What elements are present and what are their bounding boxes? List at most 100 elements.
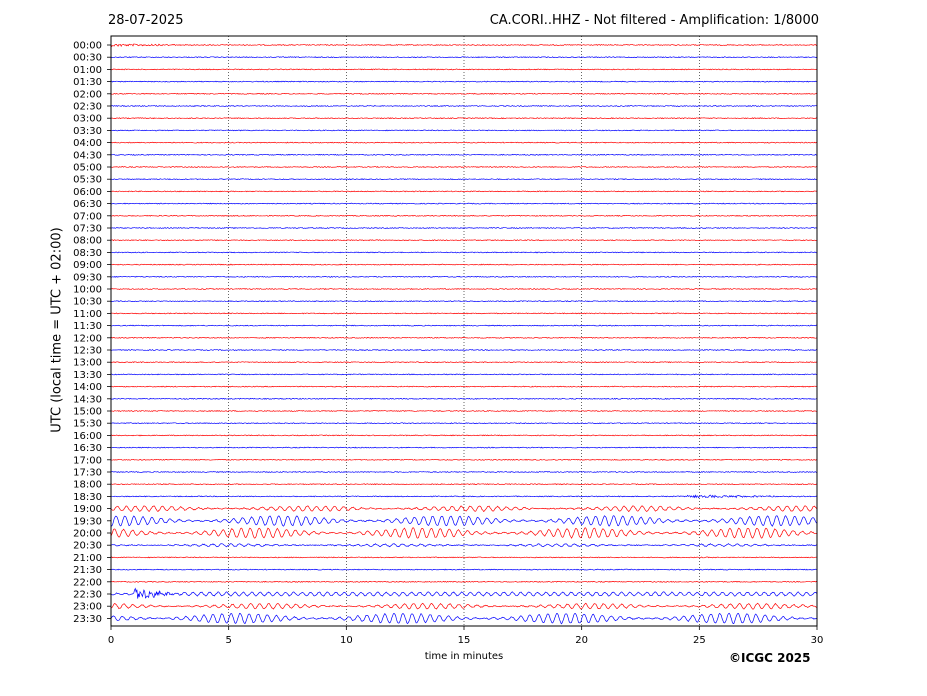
trace-0130 <box>110 80 818 83</box>
row-label: 23:30 <box>73 614 102 625</box>
trace-2030 <box>110 543 818 548</box>
trace-0330 <box>110 129 818 132</box>
trace-1930 <box>110 515 818 527</box>
row-label: 19:00 <box>73 504 102 515</box>
trace-1330 <box>110 373 818 376</box>
row-label: 10:00 <box>73 285 102 296</box>
trace-0200 <box>110 92 818 95</box>
row-label: 11:00 <box>73 309 102 320</box>
x-tick-label: 20 <box>575 635 588 646</box>
row-label: 05:30 <box>73 175 102 186</box>
trace-2130 <box>110 568 818 571</box>
row-label: 00:00 <box>73 41 102 52</box>
trace-1430 <box>110 397 818 400</box>
trace-0100 <box>110 68 818 71</box>
trace-1730 <box>110 471 818 473</box>
row-label: 09:00 <box>73 260 102 271</box>
trace-1130 <box>110 324 818 327</box>
trace-1700 <box>110 458 818 461</box>
row-label: 22:00 <box>73 577 102 588</box>
row-label: 14:30 <box>73 394 102 405</box>
row-label: 22:30 <box>73 590 102 601</box>
date-label: 28-07-2025 <box>108 13 184 28</box>
row-label: 16:30 <box>73 443 102 454</box>
trace-1100 <box>110 312 818 315</box>
trace-0900 <box>110 263 818 266</box>
trace-1000 <box>110 288 818 290</box>
row-label: 16:00 <box>73 431 102 442</box>
row-label: 01:00 <box>73 65 102 76</box>
row-label: 04:00 <box>73 138 102 149</box>
row-label: 11:30 <box>73 321 102 332</box>
row-label: 21:00 <box>73 553 102 564</box>
trace-0530 <box>110 178 818 181</box>
row-label: 02:00 <box>73 89 102 100</box>
copyright-label: ©ICGC 2025 <box>729 651 811 665</box>
x-tick-label: 0 <box>108 635 114 646</box>
row-label: 09:30 <box>73 272 102 283</box>
row-label: 00:30 <box>73 53 102 64</box>
trace-1500 <box>110 410 817 412</box>
row-label: 18:30 <box>73 492 102 503</box>
trace-2330 <box>110 612 818 625</box>
row-label: 15:00 <box>73 407 102 418</box>
row-label: 06:30 <box>73 199 102 210</box>
trace-1830 <box>110 494 818 499</box>
row-label: 20:30 <box>73 541 102 552</box>
trace-0800 <box>110 239 818 242</box>
row-label: 12:00 <box>73 333 102 344</box>
chart-title: CA.CORI..HHZ - Not filtered - Amplificat… <box>489 13 819 28</box>
row-label: 12:30 <box>73 346 102 357</box>
trace-1800 <box>110 483 818 486</box>
trace-0730 <box>110 227 818 229</box>
row-label: 15:30 <box>73 419 102 430</box>
row-label: 03:00 <box>73 114 102 125</box>
trace-1300 <box>110 361 818 364</box>
trace-1600 <box>110 434 818 437</box>
row-label: 10:30 <box>73 297 102 308</box>
row-label: 13:00 <box>73 358 102 369</box>
row-label: 17:30 <box>73 468 102 479</box>
trace-0030 <box>110 56 818 59</box>
row-label: 06:00 <box>73 187 102 198</box>
row-label: 05:00 <box>73 163 102 174</box>
row-label: 08:30 <box>73 248 102 259</box>
trace-0230 <box>110 105 818 107</box>
trace-1400 <box>110 385 818 388</box>
row-label: 04:30 <box>73 150 102 161</box>
trace-0930 <box>110 275 818 278</box>
row-label: 07:00 <box>73 211 102 222</box>
trace-2000 <box>110 527 818 539</box>
trace-1030 <box>110 300 818 303</box>
row-label: 20:00 <box>73 529 102 540</box>
trace-0700 <box>110 214 818 217</box>
row-label: 23:00 <box>73 602 102 613</box>
row-label: 19:30 <box>73 516 102 527</box>
trace-1230 <box>110 349 818 351</box>
x-axis-label: time in minutes <box>424 651 504 662</box>
x-tick-label: 10 <box>340 635 353 646</box>
trace-1630 <box>110 446 818 449</box>
trace-0600 <box>110 190 818 193</box>
trace-1530 <box>110 422 818 425</box>
trace-0500 <box>110 166 818 168</box>
x-tick-label: 5 <box>225 635 231 646</box>
trace-0300 <box>110 117 818 120</box>
trace-0430 <box>110 153 818 156</box>
trace-0830 <box>110 251 818 254</box>
row-label: 21:30 <box>73 565 102 576</box>
trace-2300 <box>110 602 818 610</box>
x-tick-label: 25 <box>693 635 706 646</box>
row-label: 13:30 <box>73 370 102 381</box>
row-label: 03:30 <box>73 126 102 137</box>
trace-0000 <box>110 43 818 48</box>
trace-2100 <box>110 556 818 559</box>
row-label: 17:00 <box>73 455 102 466</box>
row-label: 14:00 <box>73 382 102 393</box>
trace-2230 <box>110 587 818 599</box>
x-tick-label: 15 <box>458 635 471 646</box>
row-label: 01:30 <box>73 77 102 88</box>
trace-2200 <box>110 580 818 583</box>
row-label: 18:00 <box>73 480 102 491</box>
